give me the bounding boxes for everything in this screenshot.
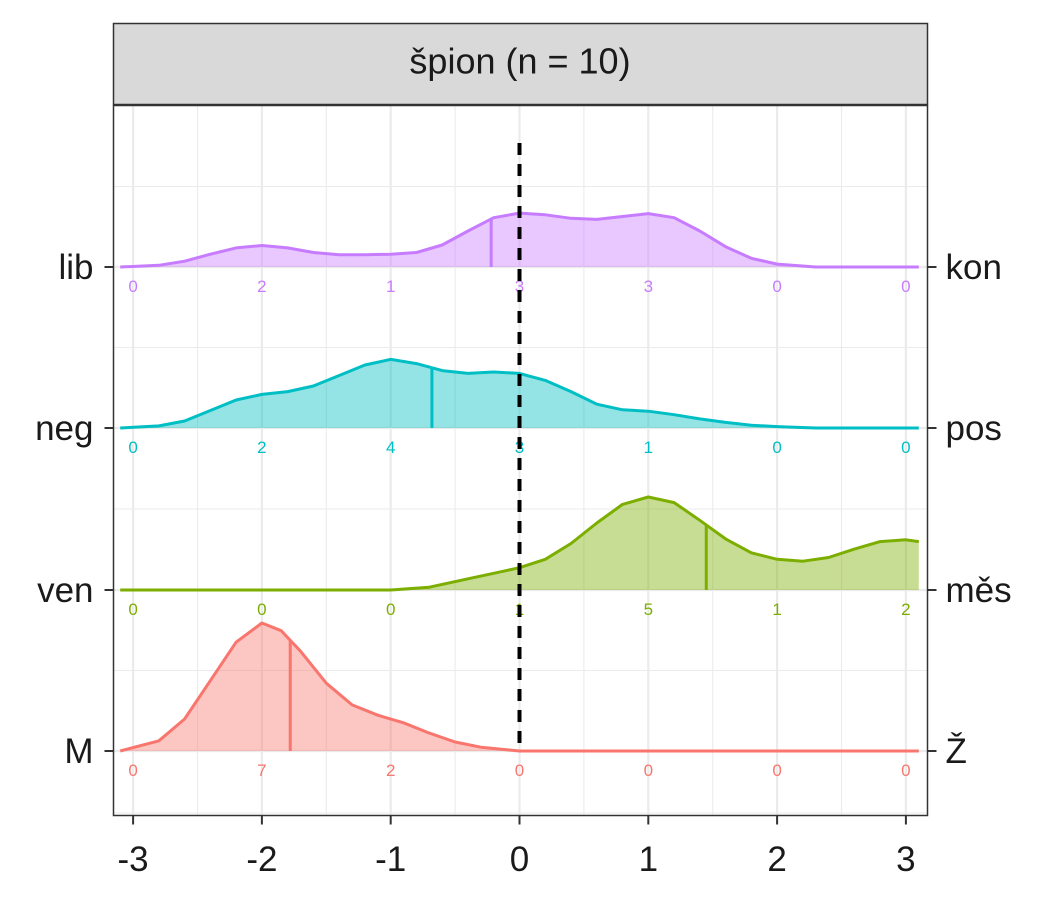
left-y-label-M: M xyxy=(64,732,93,771)
left-y-label-ven: ven xyxy=(37,571,93,610)
count-label: 0 xyxy=(128,277,137,296)
density-line xyxy=(120,495,920,592)
right-y-label-kon: kon xyxy=(946,248,1002,287)
count-label: 0 xyxy=(128,761,137,780)
count-label: 0 xyxy=(257,600,266,619)
ridge-lib: 0 2 1 3 3 0 0 xyxy=(120,211,919,296)
count-label: 4 xyxy=(386,438,395,457)
count-label: 2 xyxy=(901,600,910,619)
x-tick-label: -3 xyxy=(118,840,149,879)
x-tick-label: 1 xyxy=(639,840,658,879)
left-y-label-neg: neg xyxy=(35,409,93,448)
facet-strip xyxy=(112,22,929,106)
density-line xyxy=(119,621,919,753)
count-label: 2 xyxy=(257,438,266,457)
count-label: 3 xyxy=(644,277,653,296)
left-y-label-lib: lib xyxy=(58,248,93,287)
x-tick-label: 2 xyxy=(767,840,786,879)
x-tick-label: -2 xyxy=(246,840,277,879)
ridge-M: 0 7 2 0 0 0 0 xyxy=(119,621,919,780)
count-label: 0 xyxy=(901,761,910,780)
count-label: 0 xyxy=(772,761,781,780)
density-ridges: 0213300024310000015120720000 xyxy=(119,211,920,780)
density-area xyxy=(120,359,919,428)
count-label: 0 xyxy=(644,761,653,780)
count-label: 3 xyxy=(515,277,524,296)
count-label: 5 xyxy=(644,600,653,619)
density-line xyxy=(120,357,919,430)
count-label: 0 xyxy=(386,600,395,619)
count-label: 0 xyxy=(515,761,524,780)
count-label: 1 xyxy=(644,438,653,457)
right-y-label-pos: pos xyxy=(946,409,1002,448)
count-label: 0 xyxy=(901,277,910,296)
count-label: 2 xyxy=(386,761,395,780)
count-label: 0 xyxy=(772,277,781,296)
right-y-label-Ž: Ž xyxy=(946,732,967,771)
count-label: 0 xyxy=(901,438,910,457)
count-label: 0 xyxy=(772,438,781,457)
count-label: 7 xyxy=(257,761,266,780)
density-area xyxy=(120,497,919,590)
ridge-neg: 0243100 xyxy=(120,357,919,457)
count-label: 0 xyxy=(128,438,137,457)
right-y-label-měs: měs xyxy=(946,571,1012,610)
density-line xyxy=(120,211,919,269)
count-label: 1 xyxy=(772,600,781,619)
x-tick-label: 0 xyxy=(510,840,529,879)
x-tick-label: 3 xyxy=(896,840,915,879)
count-label: 0 xyxy=(128,600,137,619)
count-label: 1 xyxy=(386,277,395,296)
x-tick-label: -1 xyxy=(375,840,406,879)
count-label: 2 xyxy=(257,277,266,296)
facet-strip-title: špion (n = 10) xyxy=(409,41,630,82)
density-area xyxy=(120,623,919,751)
